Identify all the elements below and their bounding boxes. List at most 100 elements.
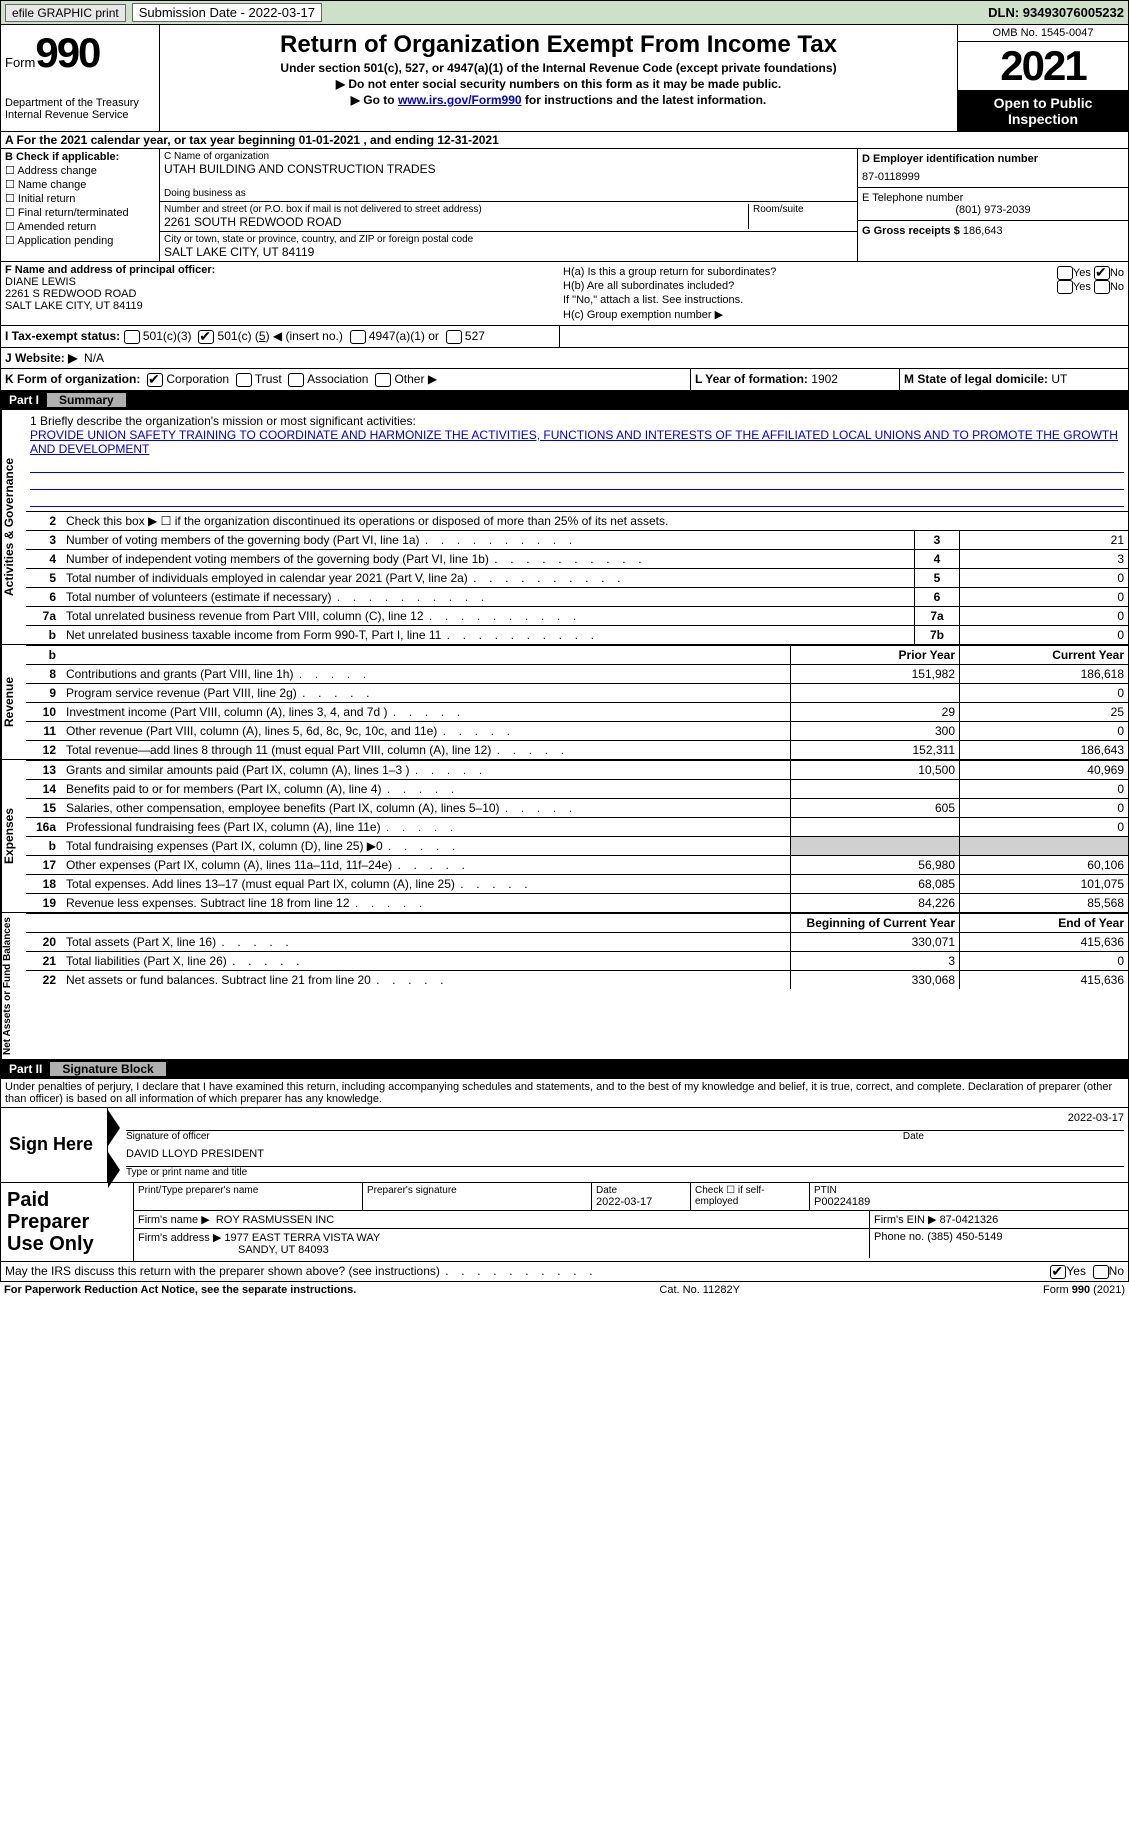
current-year-header: Current Year	[960, 645, 1129, 664]
chk-4947[interactable]	[350, 330, 366, 344]
firm-phone: (385) 450-5149	[927, 1231, 1002, 1243]
year-formation: 1902	[811, 372, 838, 386]
efile-print-button[interactable]: efile GRAPHIC print	[5, 4, 126, 22]
line2-text: Check this box ▶ ☐ if the organization d…	[62, 511, 1128, 530]
sig-date-label: Date	[903, 1131, 924, 1142]
hb-yes[interactable]	[1057, 280, 1073, 294]
box-b-title: B Check if applicable:	[5, 151, 155, 163]
year-formation-label: L Year of formation:	[695, 372, 808, 386]
sig-officer-label: Signature of officer	[126, 1131, 210, 1142]
sig-date: 2022-03-17	[1068, 1112, 1124, 1130]
vtab-netassets: Net Assets or Fund Balances	[1, 913, 26, 1059]
line-22-desc: Net assets or fund balances. Subtract li…	[62, 970, 791, 989]
line-21-prior: 3	[791, 951, 960, 970]
org-name: UTAH BUILDING AND CONSTRUCTION TRADES	[164, 162, 853, 176]
chk-application-pending[interactable]: ☐ Application pending	[5, 234, 155, 247]
tax-year: 2021	[958, 42, 1128, 91]
paid-preparer-label: Paid Preparer Use Only	[1, 1183, 134, 1261]
line-b-val: 0	[960, 625, 1129, 644]
netassets-section: Net Assets or Fund Balances Beginning of…	[0, 913, 1129, 1060]
part2-header: Part II Signature Block	[0, 1060, 1129, 1079]
mission-label: 1 Briefly describe the organization's mi…	[30, 414, 1124, 428]
website-label: J Website: ▶	[5, 351, 77, 365]
line-11-prior: 300	[791, 721, 960, 740]
line-10-desc: Investment income (Part VIII, column (A)…	[62, 702, 791, 721]
line-11-desc: Other revenue (Part VIII, column (A), li…	[62, 721, 791, 740]
chk-final-return[interactable]: ☐ Final return/terminated	[5, 206, 155, 219]
line-10-prior: 29	[791, 702, 960, 721]
line-15-prior: 605	[791, 798, 960, 817]
row-j: J Website: ▶ N/A	[0, 348, 1129, 369]
line-19-current: 85,568	[960, 893, 1129, 912]
line-13-desc: Grants and similar amounts paid (Part IX…	[62, 760, 791, 779]
ha-yes[interactable]	[1057, 266, 1073, 280]
hc-label: H(c) Group exemption number ▶	[563, 308, 1124, 321]
line-3-val: 21	[960, 530, 1129, 549]
chk-501c[interactable]	[198, 330, 214, 344]
type-name-label: Type or print name and title	[126, 1167, 1124, 1178]
line-18-current: 101,075	[960, 874, 1129, 893]
irs-link[interactable]: www.irs.gov/Form990	[398, 93, 522, 107]
firm-addr2: SANDY, UT 84093	[238, 1244, 329, 1256]
line-14-desc: Benefits paid to or for members (Part IX…	[62, 779, 791, 798]
hb-no[interactable]	[1094, 280, 1110, 294]
line-b-desc: Net unrelated business taxable income fr…	[62, 625, 915, 644]
line-20-current: 415,636	[960, 932, 1129, 951]
part2-num: Part II	[9, 1062, 50, 1076]
block-fh: F Name and address of principal officer:…	[0, 262, 1129, 326]
block-bcd: B Check if applicable: ☐ Address change …	[0, 149, 1129, 262]
dln-number: DLN: 93493076005232	[988, 5, 1124, 20]
vtab-activities: Activities & Governance	[1, 410, 26, 644]
officer-addr2: SALT LAKE CITY, UT 84119	[5, 300, 555, 312]
line-20-prior: 330,071	[791, 932, 960, 951]
form-header: Form990 Department of the Treasury Inter…	[0, 25, 1129, 132]
line-4-desc: Number of independent voting members of …	[62, 549, 915, 568]
line-19-desc: Revenue less expenses. Subtract line 18 …	[62, 893, 791, 912]
ptin-label: PTIN	[814, 1185, 1124, 1196]
ha-no[interactable]	[1094, 266, 1110, 280]
paperwork-notice: For Paperwork Reduction Act Notice, see …	[4, 1284, 356, 1296]
firm-addr-label: Firm's address ▶	[138, 1232, 221, 1244]
line-21-current: 0	[960, 951, 1129, 970]
line-12-prior: 152,311	[791, 740, 960, 759]
chk-name-change[interactable]: ☐ Name change	[5, 178, 155, 191]
chk-corp[interactable]	[147, 373, 163, 387]
line-b-desc: Total fundraising expenses (Part IX, col…	[62, 836, 791, 855]
line-7a-desc: Total unrelated business revenue from Pa…	[62, 606, 915, 625]
room-label: Room/suite	[753, 204, 853, 215]
discuss-yes[interactable]	[1050, 1265, 1066, 1279]
line-7a-val: 0	[960, 606, 1129, 625]
line-b-current	[960, 836, 1129, 855]
chk-assoc[interactable]	[288, 373, 304, 387]
chk-address-change[interactable]: ☐ Address change	[5, 164, 155, 177]
sig-arrow-icon	[108, 1110, 120, 1146]
chk-amended-return[interactable]: ☐ Amended return	[5, 220, 155, 233]
city-state-zip: SALT LAKE CITY, UT 84119	[164, 245, 853, 259]
row-i: I Tax-exempt status: 501(c)(3) 501(c) (5…	[0, 326, 1129, 348]
line-17-desc: Other expenses (Part IX, column (A), lin…	[62, 855, 791, 874]
firm-name-label: Firm's name ▶	[138, 1214, 210, 1226]
form-label: Form	[5, 55, 35, 70]
discuss-no[interactable]	[1093, 1265, 1109, 1279]
row-a-tax-year: A For the 2021 calendar year, or tax yea…	[0, 132, 1129, 149]
line-22-prior: 330,068	[791, 970, 960, 989]
chk-527[interactable]	[446, 330, 462, 344]
line-21-desc: Total liabilities (Part X, line 26)	[62, 951, 791, 970]
line-14-prior	[791, 779, 960, 798]
line-18-desc: Total expenses. Add lines 13–17 (must eq…	[62, 874, 791, 893]
gross-value: 186,643	[963, 225, 1003, 237]
chk-trust[interactable]	[236, 373, 252, 387]
chk-other[interactable]	[375, 373, 391, 387]
signature-block: Under penalties of perjury, I declare th…	[0, 1079, 1129, 1183]
hb-label: H(b) Are all subordinates included?	[563, 280, 734, 292]
chk-501c3[interactable]	[124, 330, 140, 344]
expenses-section: Expenses 13Grants and similar amounts pa…	[0, 760, 1129, 913]
hb-note: If "No," attach a list. See instructions…	[563, 294, 1124, 306]
chk-initial-return[interactable]: ☐ Initial return	[5, 192, 155, 205]
discuss-row: May the IRS discuss this return with the…	[0, 1262, 1129, 1282]
line-9-desc: Program service revenue (Part VIII, line…	[62, 683, 791, 702]
line-13-prior: 10,500	[791, 760, 960, 779]
dept-treasury: Department of the Treasury	[5, 97, 155, 109]
addr-label: Number and street (or P.O. box if mail i…	[164, 204, 748, 215]
org-name-label: C Name of organization	[164, 151, 853, 162]
